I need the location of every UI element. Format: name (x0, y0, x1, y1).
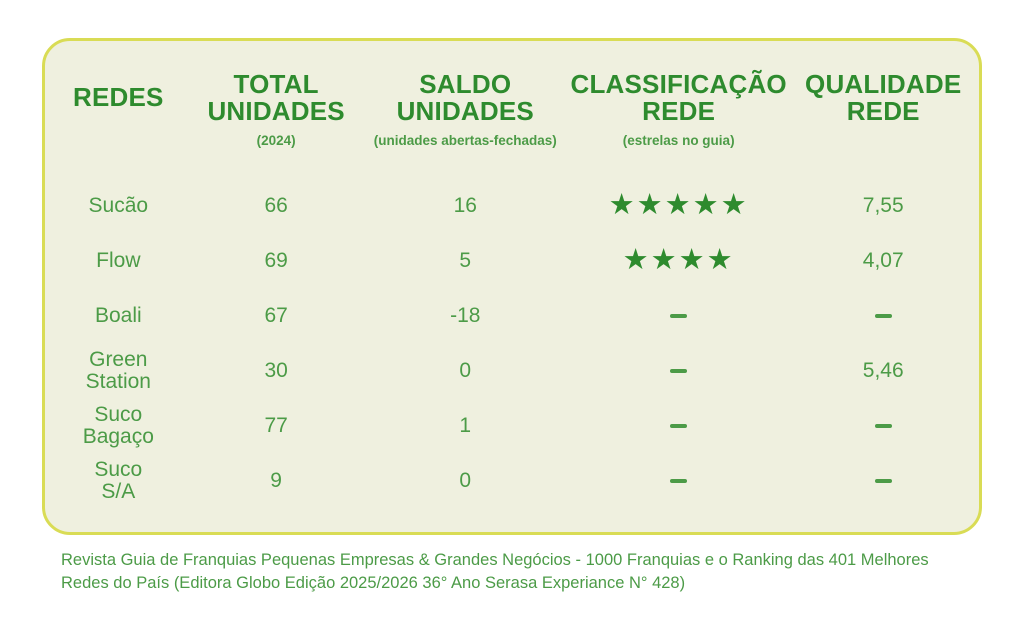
column-subtitle: (unidades abertas-fechadas) (373, 133, 557, 148)
column-header-classificacao-rede: CLASSIFICAÇÃO REDE (estrelas no guia) (570, 69, 788, 150)
qualidade-rede-cell: 7,55 (862, 193, 904, 217)
column-title: QUALIDADE REDE (805, 68, 962, 126)
column-header-saldo-unidades: SALDO UNIDADES (unidades abertas-fechada… (361, 69, 570, 150)
saldo-unidades-value: 1 (459, 413, 472, 437)
classificacao-rede-cell (570, 288, 788, 343)
qualidade-rede-cell (787, 398, 978, 453)
column-subtitle: (estrelas no guia) (622, 133, 735, 148)
total-unidades-value: 77 (264, 413, 288, 437)
saldo-unidades-value: 16 (453, 193, 477, 217)
total-unidades-value: 69 (264, 248, 288, 272)
no-value-dash (670, 423, 688, 428)
qualidade-rede-cell: 4,07 (862, 248, 904, 272)
total-unidades-value: 66 (264, 193, 288, 217)
column-title: TOTAL UNIDADES (207, 68, 345, 126)
classificacao-rede-cell: ★★★★★ (570, 178, 788, 233)
no-value-dash (670, 368, 688, 373)
rede-name: Flow (96, 248, 141, 272)
star-rating: ★★★★★ (608, 189, 749, 221)
ranking-table-card: REDES TOTAL UNIDADES (2024) SALDO UNIDAD… (42, 38, 982, 535)
source-citation: Revista Guia de Franquias Pequenas Empre… (61, 551, 929, 593)
column-title: CLASSIFICAÇÃO REDE (570, 68, 787, 126)
qualidade-rede-cell (787, 453, 978, 508)
classificacao-rede-cell: ★★★★ (570, 233, 788, 288)
qualidade-rede-cell (787, 288, 978, 343)
saldo-unidades-value: -18 (450, 303, 481, 327)
no-value-dash (670, 478, 688, 483)
rede-name: Boali (94, 303, 142, 327)
saldo-unidades-value: 5 (459, 248, 472, 272)
qualidade-rede-cell: 5,46 (862, 358, 904, 382)
no-value-dash (874, 478, 892, 483)
rede-name: Suco Bagaço (82, 403, 154, 448)
table-header: REDES TOTAL UNIDADES (2024) SALDO UNIDAD… (45, 41, 979, 150)
star-rating: ★★★★ (622, 244, 735, 276)
no-value-dash (874, 313, 892, 318)
saldo-unidades-value: 0 (459, 358, 472, 382)
column-header-redes: REDES (45, 69, 192, 150)
column-header-qualidade-rede: QUALIDADE REDE (787, 69, 978, 150)
total-unidades-value: 30 (264, 358, 288, 382)
classificacao-rede-cell (570, 453, 788, 508)
saldo-unidades-value: 0 (459, 468, 472, 492)
rede-name: Green Station (85, 348, 151, 393)
classificacao-rede-cell (570, 343, 788, 398)
rede-name: Suco S/A (94, 458, 143, 503)
classificacao-rede-cell (570, 398, 788, 453)
total-unidades-value: 67 (264, 303, 288, 327)
column-title: SALDO UNIDADES (396, 68, 534, 126)
total-unidades-value: 9 (270, 468, 282, 492)
column-subtitle: (2024) (256, 133, 296, 148)
no-value-dash (670, 313, 688, 318)
column-header-total-unidades: TOTAL UNIDADES (2024) (192, 69, 361, 150)
no-value-dash (874, 423, 892, 428)
table-body: Sucão 66 16 ★★★★★ 7,55 Flow 69 5 ★★★★ 4,07 Boali 67… (45, 178, 979, 508)
rede-name: Sucão (88, 193, 149, 217)
column-title: REDES (73, 82, 164, 113)
